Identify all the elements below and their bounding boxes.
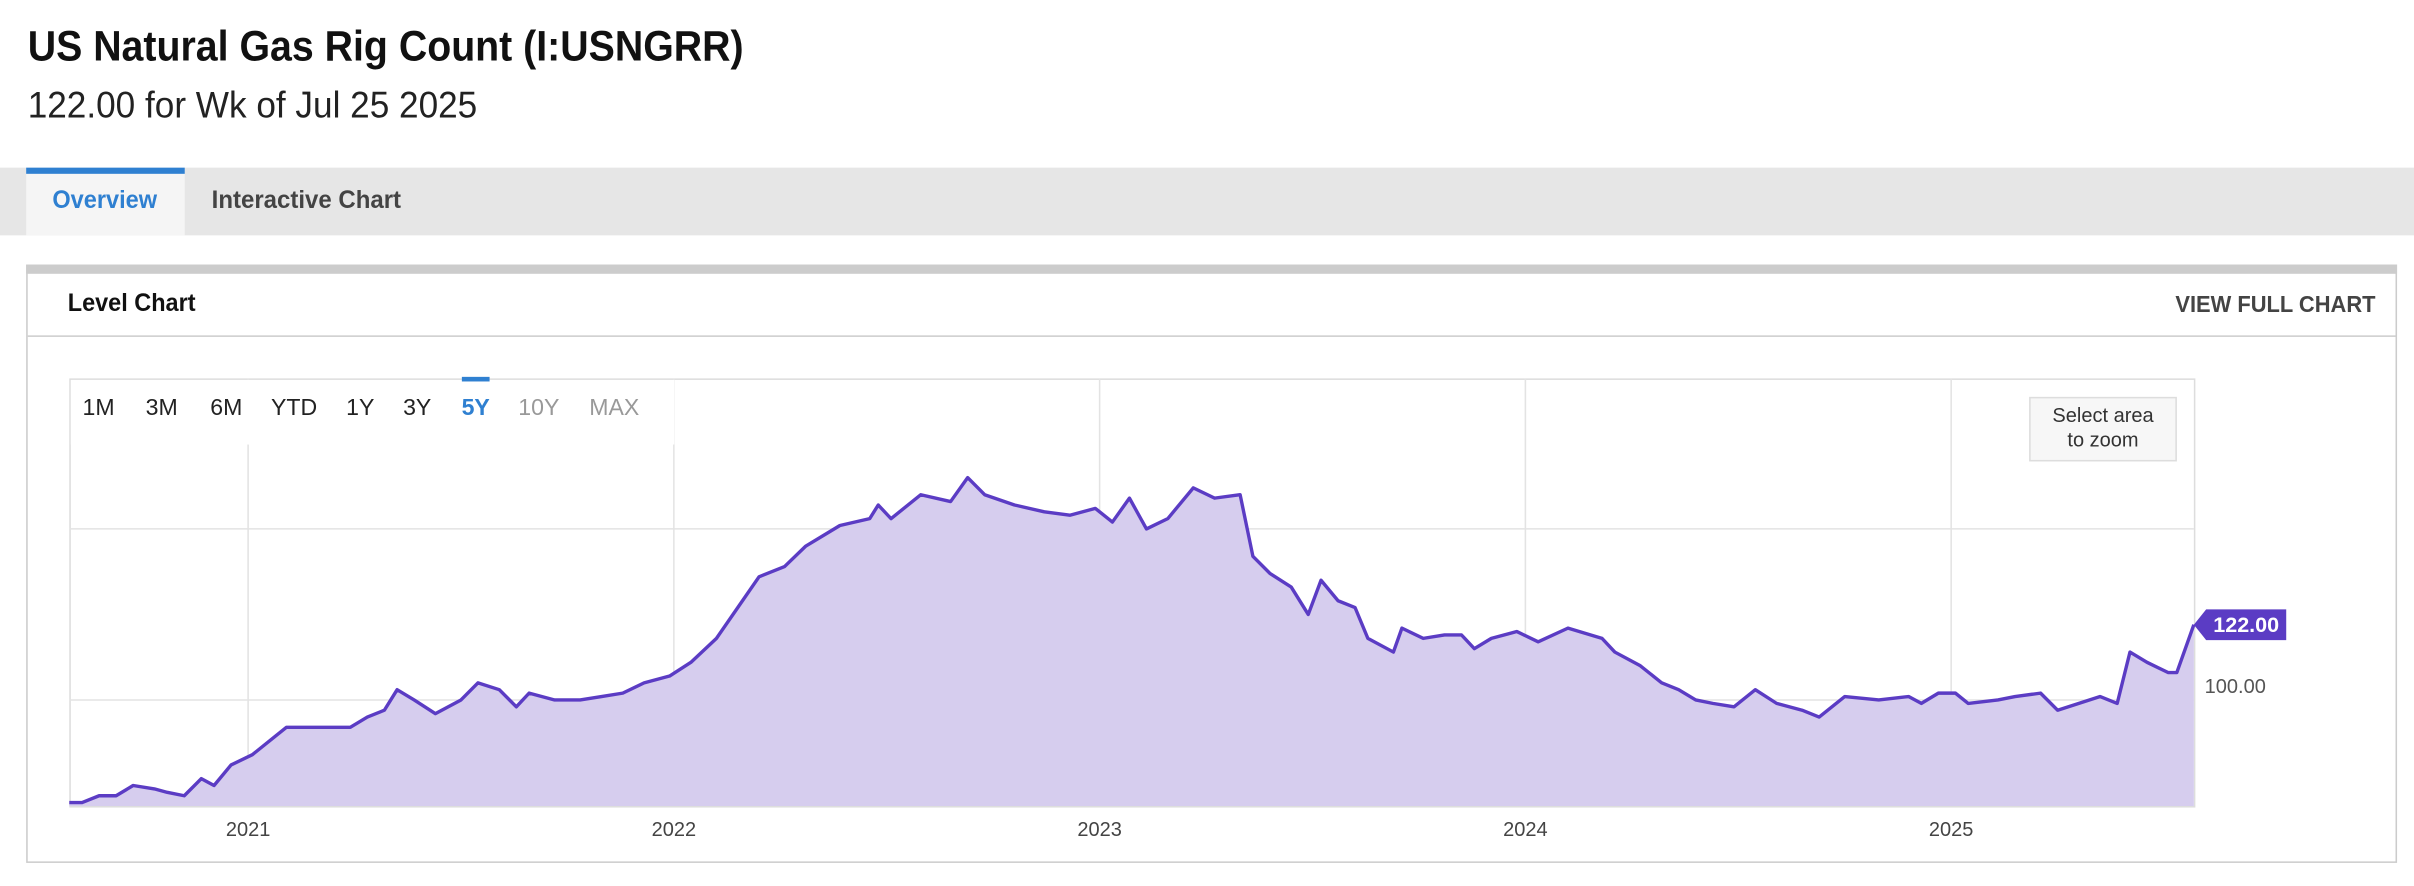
range-button[interactable]: 1Y [346,394,374,420]
x-tick-label: 2023 [1077,819,1122,841]
series-line [69,475,2196,805]
range-button[interactable]: 1M [82,394,114,420]
range-button[interactable]: 3Y [403,394,431,420]
zoom-hint: Select area [2052,405,2154,427]
page-subtitle: 122.00 for Wk of Jul 25 2025 [28,84,478,125]
view-full-chart[interactable]: VIEW FULL CHART [2175,291,2375,317]
tab-indicator [26,167,185,174]
range-button: 10Y [518,394,559,420]
zoom-hint-box [2029,396,2177,462]
x-tick-label: 2022 [652,819,697,841]
panel-title: Level Chart [68,290,196,317]
range-button[interactable]: 5Y [462,394,491,420]
range-active-indicator [461,376,490,382]
last-value-label: 122.00 [2213,613,2279,637]
tab[interactable]: Overview [52,187,158,214]
range-button: MAX [589,394,639,420]
range-selector: 1M 3M 6M YTD 1Y 3Y 5Y 10Y MAX [70,376,675,445]
page-title: US Natural Gas Rig Count (I:USNGRR) [28,23,744,71]
range-bg [70,379,675,445]
tab-bar [0,167,2414,236]
range-button[interactable]: 6M [210,394,242,420]
tab-active-bg [26,167,185,236]
range-button[interactable]: 3M [146,394,178,420]
plot: 2021 2022 2023 2024 2025 100.00 [69,378,2266,841]
tab[interactable]: Interactive Chart [212,187,401,214]
range-button[interactable]: YTD [271,394,317,420]
x-tick-label: 2025 [1929,819,1974,841]
last-value-tag [2193,609,2287,641]
x-tick-label: 2021 [226,819,271,841]
y-tick-label: 100.00 [2205,676,2266,698]
panel-top-bar [26,264,2398,274]
x-tick-label: 2024 [1503,819,1548,841]
zoom-hint: to zoom [2067,430,2138,452]
area-fill [69,477,2194,807]
